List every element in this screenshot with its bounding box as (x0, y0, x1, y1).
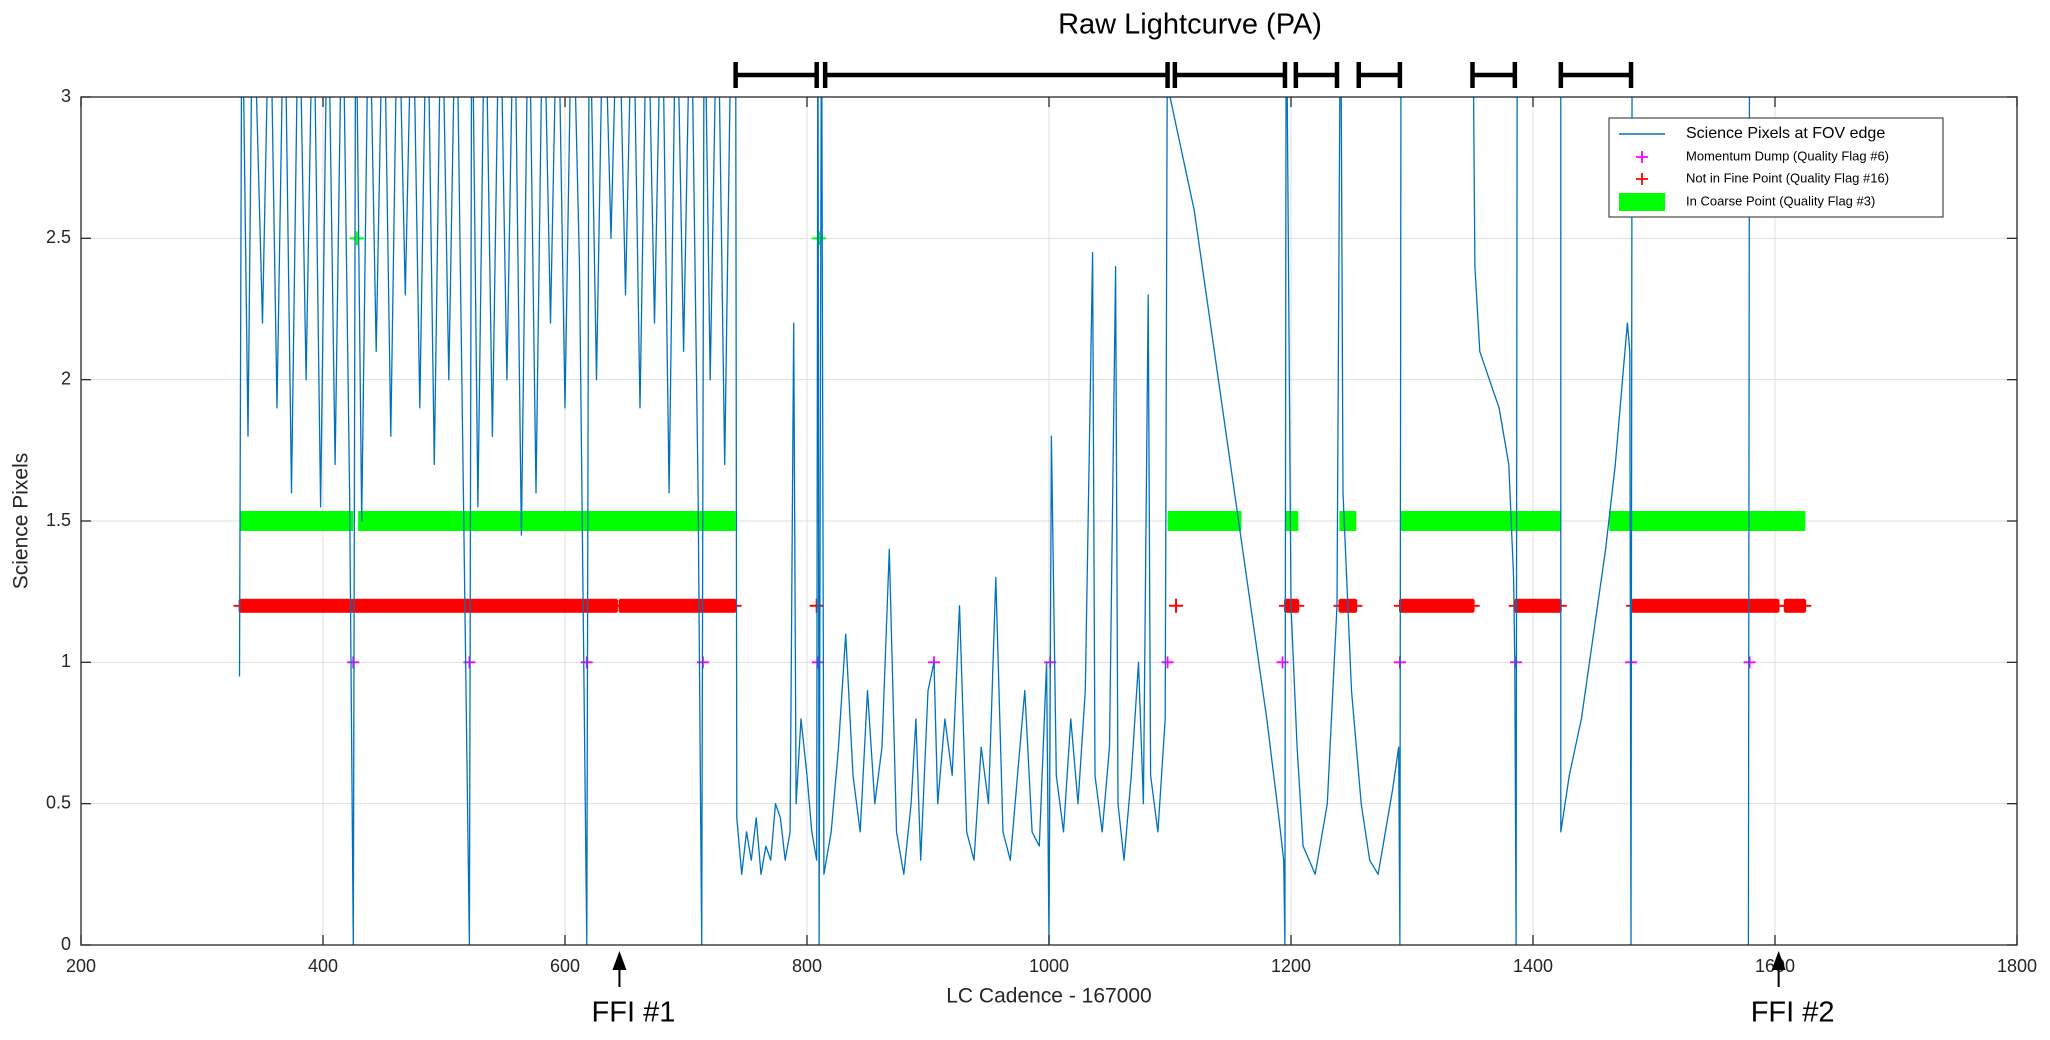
flag-marker (1169, 598, 1184, 613)
top-bracket (733, 62, 819, 88)
top-bracket (1470, 62, 1518, 88)
flag-range (1339, 511, 1357, 531)
flag-marker (613, 599, 626, 612)
flag-range (358, 511, 736, 531)
marker (1276, 656, 1289, 669)
legend-label: Science Pixels at FOV edge (1686, 125, 1885, 142)
flag-marker (1778, 599, 1791, 612)
marker (347, 656, 360, 669)
flag-range (239, 511, 354, 531)
flag-marker (1467, 599, 1480, 612)
flag-marker (729, 599, 742, 612)
legend-label: Not in Fine Point (Quality Flag #16) (1686, 170, 1889, 185)
flag-range (619, 598, 736, 613)
legend-label: Momentum Dump (Quality Flag #6) (1686, 148, 1889, 163)
chart-title: Raw Lightcurve (PA) (1058, 9, 1322, 41)
x-tick-label: 1800 (1997, 956, 2037, 976)
y-tick-label: 1 (61, 651, 71, 671)
flag-range (1399, 598, 1474, 613)
y-tick-label: 1.5 (46, 510, 71, 530)
annotation-label: FFI #1 (592, 997, 676, 1029)
legend-swatch (1619, 193, 1665, 211)
y-tick-label: 0 (61, 934, 71, 954)
x-tick-label: 1000 (1029, 956, 1069, 976)
flag-marker (349, 231, 364, 246)
legend-label: In Coarse Point (Quality Flag #3) (1686, 193, 1875, 208)
y-axis-label: Science Pixels (10, 453, 33, 590)
flag-range (1399, 511, 1561, 531)
y-tick-label: 3 (61, 86, 71, 106)
annotation-arrow-head (612, 951, 627, 970)
x-tick-label: 800 (792, 956, 822, 976)
legend-swatch (1636, 173, 1648, 185)
x-tick-label: 1200 (1271, 956, 1311, 976)
flag-range (1609, 511, 1806, 531)
marker (580, 656, 593, 669)
flag-range (239, 598, 618, 613)
annotation-label: FFI #2 (1751, 997, 1835, 1029)
flag-marker (1292, 599, 1305, 612)
annotations: FFI #1 FFI #2 (592, 62, 1835, 1029)
flag-marker (1508, 599, 1521, 612)
marker (811, 656, 824, 669)
flag-marker (1350, 599, 1363, 612)
legend-swatch (1636, 151, 1648, 163)
top-bracket (1172, 62, 1288, 88)
y-tick-label: 2.5 (46, 227, 71, 247)
y-tick-label: 0.5 (46, 792, 71, 812)
marker (1743, 656, 1756, 669)
flag-marker (812, 231, 827, 246)
axes: 2004006008001000120014001600180000.511.5… (46, 86, 2037, 976)
data-line (238, 97, 1751, 945)
x-tick-label: 200 (66, 956, 96, 976)
flag-marker (1333, 599, 1346, 612)
marker (1161, 656, 1174, 669)
flag-marker (1799, 599, 1812, 612)
flag-range (1284, 511, 1299, 531)
top-bracket (822, 62, 1170, 88)
flag-range (1167, 511, 1242, 531)
legend: Science Pixels at FOV edge Momentum Dump … (1608, 117, 1944, 218)
x-tick-label: 1400 (1513, 956, 1553, 976)
flag-range (1784, 598, 1806, 613)
top-bracket (1356, 62, 1403, 88)
flag-range (1514, 598, 1561, 613)
x-tick-label: 600 (550, 956, 580, 976)
top-bracket (1293, 62, 1340, 88)
flag-marker (1626, 599, 1639, 612)
x-tick-label: 400 (308, 956, 338, 976)
top-bracket (1558, 62, 1634, 88)
flag-range (1632, 598, 1779, 613)
annotation-arrow-head (1771, 951, 1786, 970)
x-axis-label: LC Cadence - 167000 (946, 985, 1151, 1008)
y-tick-label: 2 (61, 368, 71, 388)
plot (233, 97, 1812, 945)
